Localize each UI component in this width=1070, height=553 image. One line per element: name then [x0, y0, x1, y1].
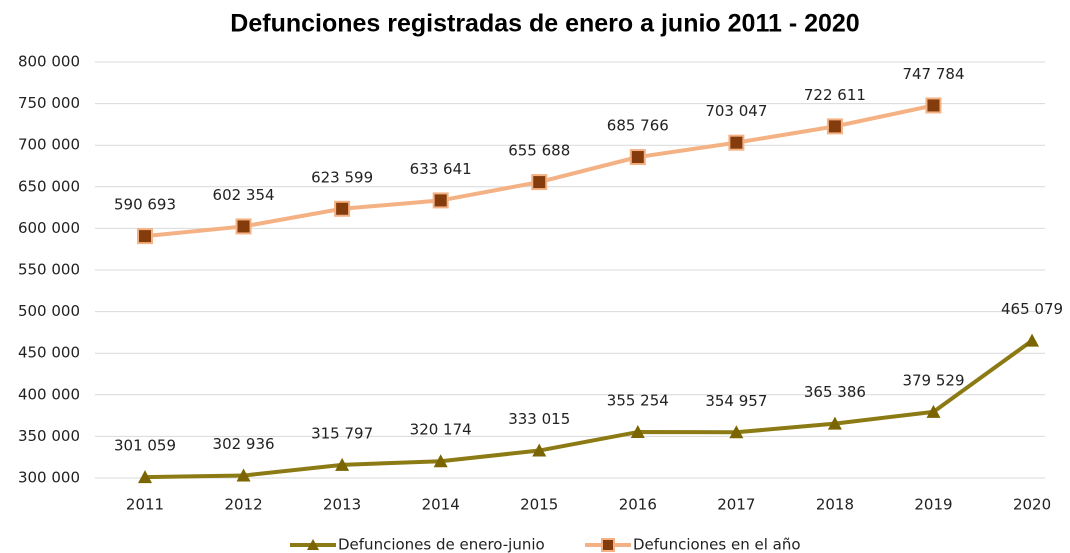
data-point	[433, 454, 448, 468]
data-label: 302 936	[213, 435, 275, 453]
data-point	[926, 404, 941, 418]
x-tick-label: 2019	[914, 496, 952, 514]
y-tick-label: 400 000	[18, 385, 80, 403]
data-point	[1025, 333, 1040, 347]
y-tick-label: 500 000	[18, 302, 80, 320]
data-label: 379 529	[902, 371, 964, 389]
data-label: 365 386	[804, 383, 866, 401]
data-point	[432, 192, 449, 209]
x-tick-label: 2013	[323, 496, 361, 514]
data-label: 602 354	[213, 186, 275, 204]
data-label: 354 957	[705, 392, 767, 410]
data-point	[925, 97, 942, 114]
y-tick-label: 550 000	[18, 261, 80, 279]
data-label: 722 611	[804, 86, 866, 104]
x-tick-label: 2018	[816, 496, 854, 514]
series-line	[144, 103, 934, 239]
y-tick-label: 350 000	[18, 427, 80, 445]
y-tick-label: 450 000	[18, 344, 80, 362]
x-tick-label: 2017	[717, 496, 755, 514]
y-tick-label: 300 000	[18, 469, 80, 487]
legend-marker	[601, 538, 615, 552]
data-point	[531, 174, 548, 191]
y-tick-label: 600 000	[18, 219, 80, 237]
data-label: 655 688	[508, 142, 570, 160]
y-tick-label: 700 000	[18, 136, 80, 154]
data-label: 333 015	[508, 410, 570, 428]
data-label: 465 079	[1001, 300, 1063, 318]
data-label: 747 784	[902, 65, 964, 83]
legend-label: Defunciones de enero-junio	[338, 536, 545, 553]
x-tick-label: 2012	[224, 496, 262, 514]
x-tick-label: 2014	[422, 496, 460, 514]
x-tick-label: 2016	[619, 496, 657, 514]
y-tick-label: 750 000	[18, 94, 80, 112]
data-point	[630, 425, 645, 439]
data-point	[827, 416, 842, 430]
data-label: 355 254	[607, 392, 669, 410]
data-label: 633 641	[410, 160, 472, 178]
legend-marker	[307, 539, 319, 550]
y-tick-label: 650 000	[18, 177, 80, 195]
data-point	[236, 468, 251, 482]
data-point	[729, 425, 744, 439]
data-label: 590 693	[114, 196, 176, 214]
data-point	[235, 218, 252, 235]
chart-title: Defunciones registradas de enero a junio…	[230, 10, 859, 38]
data-label: 315 797	[311, 424, 373, 442]
data-label: 301 059	[114, 437, 176, 455]
data-label: 685 766	[607, 117, 669, 135]
x-tick-label: 2020	[1013, 496, 1051, 514]
legend-label: Defunciones en el año	[633, 536, 801, 553]
data-point	[629, 149, 646, 166]
data-point	[137, 228, 153, 245]
data-label: 623 599	[311, 168, 373, 186]
x-tick-label: 2015	[520, 496, 558, 514]
data-point	[826, 118, 843, 135]
y-tick-label: 800 000	[18, 53, 80, 71]
data-point	[335, 457, 350, 471]
data-point	[334, 200, 351, 217]
data-label: 703 047	[705, 102, 767, 120]
data-point	[138, 470, 152, 484]
data-point	[728, 134, 745, 151]
data-label: 320 174	[410, 421, 472, 439]
data-point	[532, 443, 547, 457]
x-tick-label: 2011	[126, 496, 164, 514]
series-line	[144, 339, 1034, 480]
